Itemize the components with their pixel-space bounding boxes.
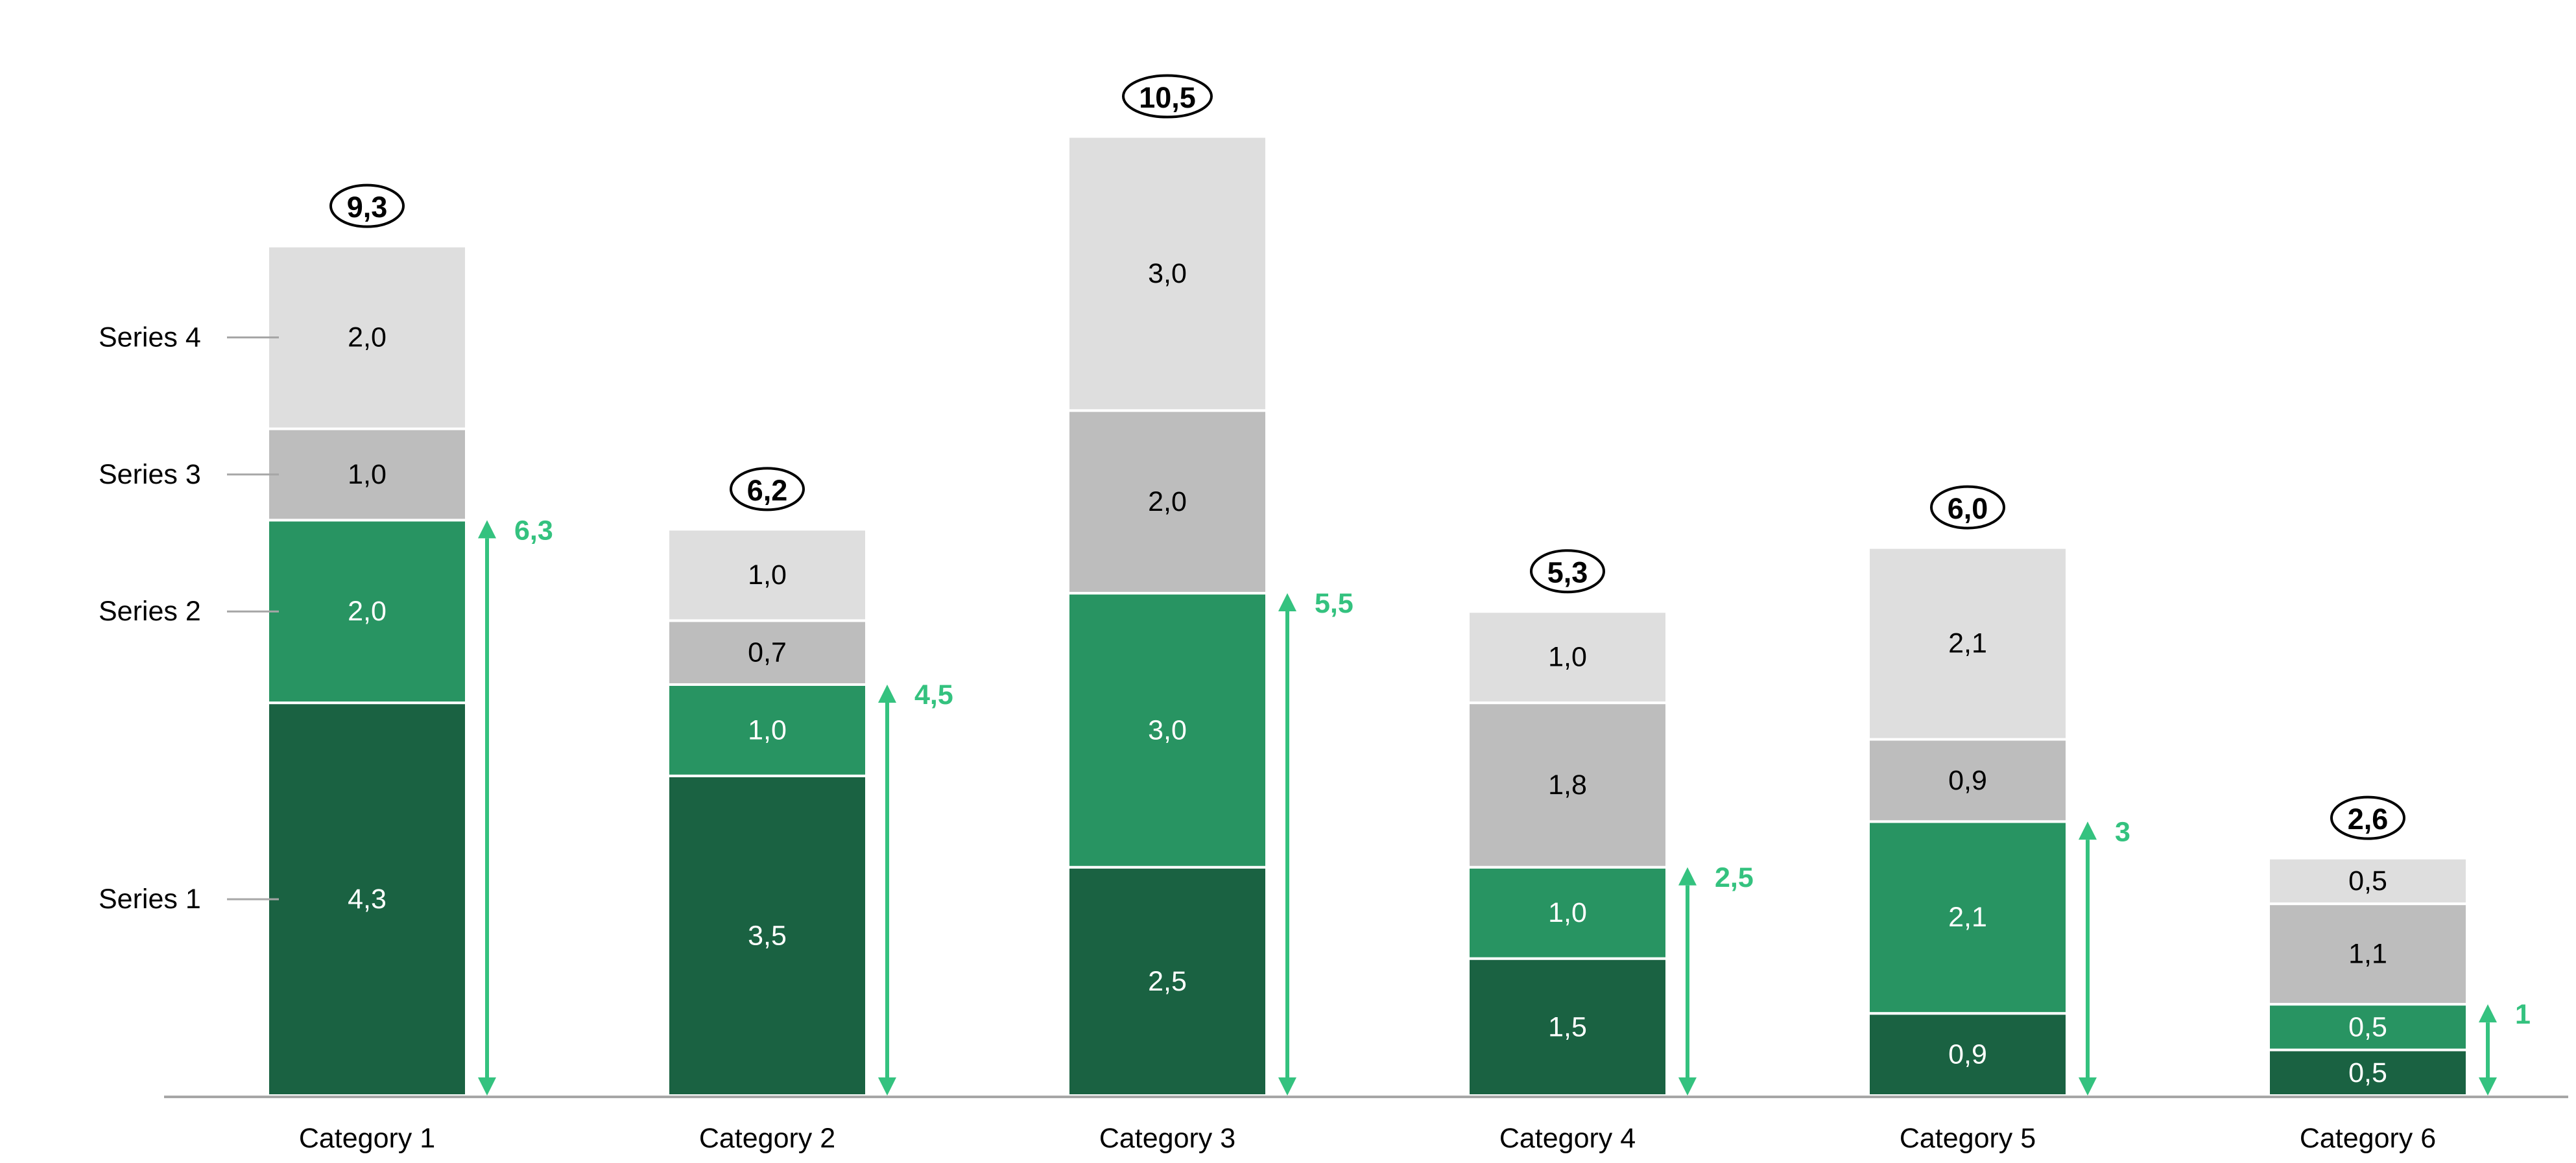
bar-segment-series-4 bbox=[1067, 135, 1268, 412]
data-label: 3,0 bbox=[1148, 714, 1187, 746]
arrow-value-label: 3 bbox=[2115, 816, 2130, 847]
data-label: 2,5 bbox=[1148, 966, 1187, 997]
total-badge bbox=[2330, 795, 2405, 840]
total-label: 2,6 bbox=[2348, 803, 2389, 836]
arrow-down-icon bbox=[478, 1077, 496, 1096]
bar-segment-series-1 bbox=[267, 701, 468, 1097]
data-label: 1,5 bbox=[1548, 1011, 1587, 1042]
bar-segment-series-2 bbox=[667, 683, 868, 777]
data-label: 1,0 bbox=[348, 459, 387, 490]
data-label: 2,0 bbox=[1148, 486, 1187, 517]
bar-segment-series-3 bbox=[1067, 409, 1268, 595]
category-tick-label: Category 4 bbox=[1499, 1123, 1636, 1154]
data-label: 3,5 bbox=[748, 920, 787, 951]
total-label: 9,3 bbox=[347, 191, 388, 224]
arrow-up-icon bbox=[2079, 821, 2097, 840]
data-label: 1,0 bbox=[1548, 642, 1587, 673]
total-badge bbox=[1530, 549, 1605, 594]
data-label: 2,0 bbox=[348, 596, 387, 627]
total-label: 6,2 bbox=[747, 474, 788, 507]
bar-segment-series-3 bbox=[1867, 738, 2068, 823]
data-label: 4,3 bbox=[348, 884, 387, 915]
data-label: 1,0 bbox=[748, 714, 787, 746]
category-tick-label: Category 3 bbox=[1099, 1123, 1235, 1154]
total-label: 5,3 bbox=[1547, 556, 1588, 589]
legend-label: Series 2 bbox=[99, 596, 201, 627]
data-label: 0,9 bbox=[1948, 765, 1987, 796]
bar-segment-series-4 bbox=[2267, 856, 2468, 906]
arrow-value-label: 1 bbox=[2515, 999, 2531, 1030]
arrow-up-icon bbox=[878, 684, 896, 703]
total-label: 6,0 bbox=[1948, 492, 1988, 525]
bar-segment-series-2 bbox=[267, 519, 468, 705]
arrow-down-icon bbox=[2479, 1077, 2497, 1096]
bar-segment-series-4 bbox=[1467, 610, 1668, 705]
category-tick-label: Category 5 bbox=[1900, 1123, 2036, 1154]
bar-segment-series-1 bbox=[667, 774, 868, 1097]
total-badge bbox=[730, 467, 805, 511]
arrow-value-label: 4,5 bbox=[914, 679, 953, 711]
bars-layer bbox=[267, 135, 2468, 1098]
data-label: 0,9 bbox=[1948, 1039, 1987, 1070]
arrow-up-icon bbox=[1278, 593, 1296, 612]
bar-segment-series-3 bbox=[2267, 902, 2468, 1006]
data-label: 0,5 bbox=[2348, 1057, 2387, 1088]
total-badge bbox=[329, 183, 405, 228]
arrow-down-icon bbox=[878, 1077, 896, 1096]
data-label: 3,0 bbox=[1148, 258, 1187, 289]
bar-segment-series-1 bbox=[1867, 1012, 2068, 1097]
data-label: 1,0 bbox=[1548, 897, 1587, 928]
arrow-up-icon bbox=[478, 520, 496, 539]
data-label: 2,1 bbox=[1948, 628, 1987, 659]
arrow-value-label: 2,5 bbox=[1715, 862, 1754, 893]
arrow-value-label: 6,3 bbox=[514, 515, 553, 546]
bar-segment-series-4 bbox=[667, 528, 868, 622]
data-label: 2,1 bbox=[1948, 902, 1987, 933]
data-label: 2,0 bbox=[348, 322, 387, 353]
bar-segment-series-3 bbox=[1467, 701, 1668, 869]
arrow-up-icon bbox=[1678, 867, 1697, 886]
legend-label: Series 4 bbox=[99, 322, 201, 353]
data-label: 0,7 bbox=[748, 637, 787, 668]
bar-segment-series-2 bbox=[1067, 592, 1268, 869]
arrow-down-icon bbox=[1278, 1077, 1296, 1096]
data-label: 0,5 bbox=[2348, 865, 2387, 897]
bar-segment-series-3 bbox=[667, 619, 868, 686]
category-tick-label: Category 1 bbox=[299, 1123, 435, 1154]
total-badge bbox=[1930, 485, 2005, 530]
total-badge bbox=[1122, 74, 1213, 119]
data-label: 1,1 bbox=[2348, 939, 2387, 970]
bar-segment-series-4 bbox=[267, 244, 468, 430]
category-tick-label: Category 2 bbox=[699, 1123, 835, 1154]
legend-label: Series 3 bbox=[99, 459, 201, 490]
arrow-down-icon bbox=[1678, 1077, 1697, 1096]
total-label: 10,5 bbox=[1139, 81, 1196, 114]
arrow-up-icon bbox=[2479, 1004, 2497, 1023]
legend-label: Series 1 bbox=[99, 884, 201, 915]
data-label: 1,0 bbox=[748, 559, 787, 591]
bar-segment-series-2 bbox=[1867, 820, 2068, 1015]
data-label: 1,8 bbox=[1548, 769, 1587, 801]
arrow-down-icon bbox=[2079, 1077, 2097, 1096]
labels-layer: 4,3 Series 1 2,0 Series 2 1,0 Series 3 2,0 Seri… bbox=[99, 74, 2531, 1154]
category-tick-label: Category 6 bbox=[2300, 1123, 2436, 1154]
bar-segment-series-4 bbox=[1867, 546, 2068, 741]
arrow-value-label: 5,5 bbox=[1315, 588, 1354, 619]
data-label: 0,5 bbox=[2348, 1011, 2387, 1042]
